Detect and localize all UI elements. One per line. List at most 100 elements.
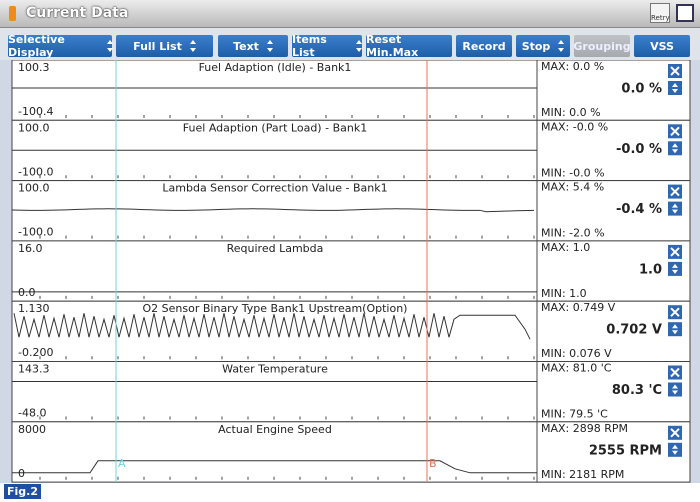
- panel-title: Water Temperature: [222, 363, 328, 376]
- current-value: 0.702 V: [606, 323, 662, 338]
- title-icon: [9, 6, 16, 21]
- toolbar: Selective Display Full List Text Items List…: [0, 28, 700, 60]
- close-icon: [670, 66, 680, 76]
- move-icon: [672, 384, 678, 395]
- scale-top: 100.0: [18, 182, 50, 195]
- toolbar-button[interactable]: VSS: [634, 35, 690, 57]
- scale-bottom: -48.0: [18, 407, 46, 420]
- graph-area: [11, 180, 538, 242]
- panel-title: Required Lambda: [227, 242, 324, 255]
- move-icon: [672, 444, 678, 455]
- value-area: [536, 240, 691, 302]
- scale-bottom: 0: [18, 467, 25, 480]
- close-icon: [670, 126, 680, 137]
- move-button[interactable]: [668, 81, 682, 95]
- min-value: MIN: 1.0: [541, 287, 587, 300]
- dropdown-arrow: [189, 40, 196, 52]
- value-area: [536, 300, 691, 362]
- move-button[interactable]: [668, 442, 682, 457]
- close-icon: [670, 367, 680, 378]
- current-value: 2555 RPM: [589, 443, 662, 458]
- close-icon: [670, 247, 680, 257]
- move-button[interactable]: [668, 261, 682, 276]
- toolbar-button[interactable]: Reset Min.Max: [366, 33, 452, 59]
- panel-title: Actual Engine Speed: [218, 423, 332, 436]
- scale-top: 16.0: [18, 242, 43, 255]
- min-value: MIN: 2181 RPM: [541, 468, 624, 481]
- move-button[interactable]: [668, 141, 682, 156]
- graph-area: [11, 60, 538, 121]
- button-label: Items List: [292, 33, 327, 59]
- cursor-label: A: [118, 457, 126, 470]
- panel-title: Fuel Adaption (Idle) - Bank1: [199, 61, 352, 74]
- button-label: Reset Min.Max: [366, 33, 419, 59]
- move-button[interactable]: [668, 201, 682, 216]
- move-icon: [672, 83, 678, 93]
- current-value: 0.0 %: [621, 82, 662, 97]
- min-value: MIN: -2.0 %: [541, 227, 605, 240]
- panel-title: Fuel Adaption (Part Load) - Bank1: [183, 121, 367, 134]
- signal-trace: [11, 208, 535, 213]
- min-value: MIN: -0.0 %: [541, 166, 605, 179]
- panel-title: O2 Sensor Binary Type Bank1 Upstream(Opt…: [143, 302, 408, 315]
- close-icon: [670, 428, 680, 438]
- scale-top: 8000: [18, 423, 46, 436]
- scale-bottom: -100.0: [18, 165, 53, 178]
- button-label: Stop: [521, 39, 551, 53]
- move-icon: [672, 203, 678, 214]
- panel-title: Lambda Sensor Correction Value - Bank1: [162, 182, 387, 195]
- value-area: [536, 60, 691, 121]
- toolbar-button[interactable]: Record: [456, 35, 512, 57]
- toolbar-button[interactable]: Full List: [116, 35, 213, 57]
- min-value: MIN: 79.5 'C: [541, 408, 608, 421]
- scale-bottom: -0.200: [18, 346, 53, 359]
- button-label: Full List: [133, 39, 182, 53]
- cursor-label: B: [429, 457, 437, 470]
- close-icon: [670, 307, 680, 317]
- window-title: Current Data: [26, 5, 129, 21]
- value-area: [536, 361, 691, 423]
- max-value: MAX: -0.0 %: [541, 120, 608, 133]
- value-area: [536, 119, 691, 182]
- window-button[interactable]: [676, 4, 694, 22]
- scale-bottom: 0.0: [18, 286, 36, 299]
- graph-area: [11, 300, 538, 362]
- scale-top: 100.3: [18, 61, 50, 74]
- toolbar-button[interactable]: Items List: [292, 33, 362, 59]
- button-label: Text: [233, 39, 259, 53]
- move-icon: [672, 324, 678, 335]
- max-value: MAX: 0.749 V: [541, 301, 616, 314]
- retry-button[interactable]: Retry: [650, 3, 670, 23]
- graph-area: [11, 421, 538, 483]
- title-bar: Current Data Retry: [0, 0, 700, 28]
- toolbar-button[interactable]: Selective Display: [8, 33, 114, 59]
- value-area: [536, 421, 691, 483]
- max-value: MAX: 1.0: [541, 241, 590, 254]
- graph-area: [11, 240, 538, 302]
- max-value: MAX: 81.0 'C: [541, 362, 612, 375]
- toolbar-button[interactable]: Text: [218, 35, 288, 57]
- scale-bottom: -100.0: [18, 226, 53, 239]
- toolbar-button: Grouping: [573, 35, 631, 57]
- button-label: Record: [462, 39, 506, 53]
- scale-top: 100.0: [18, 121, 50, 134]
- max-value: MAX: 2898 RPM: [541, 422, 628, 435]
- min-value: MIN: 0.076 V: [541, 347, 612, 360]
- current-value: 80.3 'C: [612, 383, 662, 398]
- move-button[interactable]: [668, 382, 682, 397]
- current-value: -0.4 %: [616, 202, 662, 217]
- button-label: Selective Display: [8, 33, 65, 59]
- dropdown-arrow: [558, 40, 565, 52]
- dropdown-arrow: [106, 40, 114, 52]
- move-button[interactable]: [668, 322, 682, 337]
- toolbar-button[interactable]: Stop: [516, 35, 570, 57]
- max-value: MAX: 5.4 %: [541, 181, 604, 194]
- button-label: Grouping: [573, 39, 631, 53]
- button-label: VSS: [650, 39, 674, 53]
- close-icon: [670, 186, 680, 197]
- move-icon: [672, 143, 678, 154]
- current-value: 1.0: [639, 262, 662, 277]
- dropdown-arrow: [356, 40, 362, 52]
- dropdown-arrow: [266, 40, 273, 52]
